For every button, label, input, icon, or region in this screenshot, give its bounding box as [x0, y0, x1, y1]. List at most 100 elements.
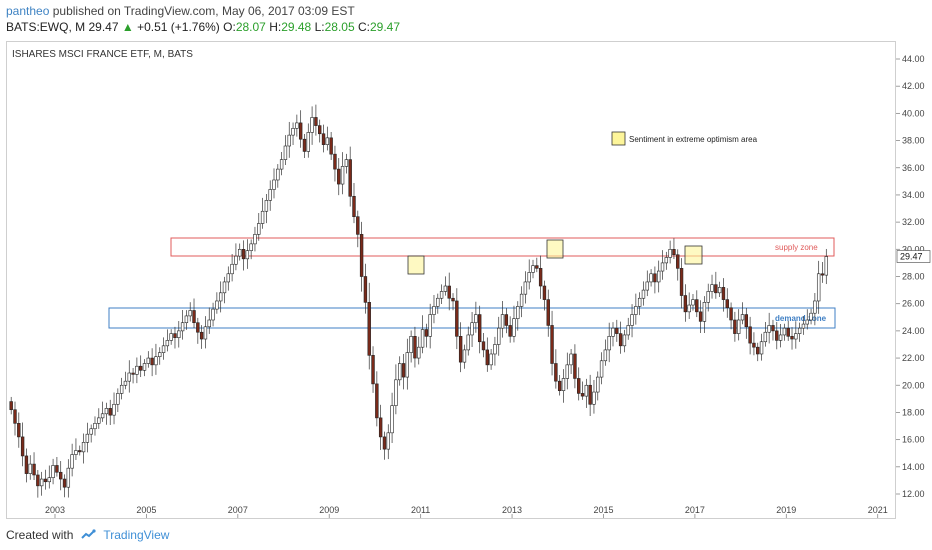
last-price-tag-label: 29.47 [900, 252, 923, 262]
candle-body [504, 314, 509, 326]
candle-body [740, 314, 745, 321]
candle-body [729, 307, 733, 321]
supply-zone-box[interactable] [170, 237, 835, 257]
candle-body [417, 346, 421, 359]
tradingview-link[interactable]: TradingView [103, 528, 170, 542]
candle-body [664, 257, 669, 264]
candle-body [443, 285, 448, 292]
candle-body [634, 306, 638, 315]
candle-body [177, 330, 181, 338]
candle-body [420, 329, 425, 348]
candle-body [230, 263, 234, 275]
candle-body [679, 268, 684, 296]
candle-body [615, 327, 619, 334]
candle-body [158, 352, 162, 358]
footer: Created with TradingView [6, 528, 169, 542]
candle-body [329, 137, 333, 155]
candle-body [344, 159, 349, 167]
y-axis: 44.00 42.00 40.00 38.00 36.00 34.00 32.00 30.00… [896, 54, 925, 499]
candle-body [584, 384, 589, 397]
candle-body [744, 314, 749, 328]
chart-title: ISHARES MSCI FRANCE ETF, M, BATS [12, 49, 193, 60]
candle-body [138, 365, 143, 371]
candle-body [386, 432, 390, 450]
candle-body [104, 408, 109, 415]
candle-body [466, 334, 470, 351]
candle-body [577, 378, 581, 394]
candle-body [165, 340, 170, 347]
y-tick-label: 44.00 [902, 54, 925, 64]
legend-label: Sentiment in extreme optimism area [629, 135, 758, 144]
y-tick-label: 24.00 [902, 326, 925, 336]
candle-body [89, 428, 93, 435]
candle-body [736, 319, 741, 334]
candle-body [477, 314, 482, 343]
x-tick-label: 2013 [502, 505, 522, 515]
candle-body [180, 322, 185, 332]
candle-body [519, 293, 524, 307]
candle-body [306, 132, 310, 152]
y-tick-label: 34.00 [902, 190, 925, 200]
candle-body [786, 327, 790, 337]
candle-body [78, 450, 82, 453]
candle-body [100, 413, 105, 419]
candle-body [333, 153, 337, 170]
chart-frame [6, 41, 896, 519]
candle-body [32, 463, 36, 476]
candle-body [207, 319, 211, 328]
candle-body [382, 436, 387, 450]
candle-body [508, 325, 512, 337]
candle-body [260, 210, 265, 224]
candle-body [695, 299, 699, 313]
candle-body [489, 353, 493, 366]
candle-body [523, 281, 528, 295]
x-tick-label: 2005 [136, 505, 156, 515]
candle-body [375, 383, 379, 419]
candle-body [813, 300, 817, 314]
candle-body [264, 200, 269, 212]
candle-body [127, 372, 131, 382]
optimism-marker[interactable] [407, 255, 425, 275]
candle-body [337, 168, 341, 185]
candle-body [131, 372, 135, 375]
candle-body [603, 349, 608, 362]
candle-body [676, 254, 680, 269]
candle-body [409, 336, 413, 353]
candle-body [702, 302, 707, 322]
published-text: published on TradingView.com, May 06, 20… [52, 4, 355, 18]
candle-body [340, 166, 345, 185]
candle-body [733, 319, 737, 334]
candle-body [763, 331, 768, 343]
y-tick-label: 36.00 [902, 163, 925, 173]
candle-body [62, 478, 67, 488]
candle-body [51, 465, 55, 478]
candle-body [561, 378, 566, 391]
candle-body [637, 297, 642, 307]
candle-body [622, 334, 627, 347]
optimism-marker[interactable] [546, 239, 564, 259]
candle-body [767, 325, 771, 333]
x-tick-label: 2019 [776, 505, 796, 515]
optimism-marker[interactable] [684, 245, 703, 265]
demand-zone-label: demand zone [775, 314, 827, 323]
candle-body [302, 138, 307, 152]
legend-swatch [611, 131, 626, 146]
candle-body [691, 299, 695, 306]
candle-body [630, 314, 634, 326]
candle-body [801, 323, 806, 329]
candle-body [527, 272, 531, 283]
tradingview-logo-icon [81, 529, 96, 539]
author-link[interactable]: pantheo [6, 4, 50, 18]
candle-body [81, 442, 86, 453]
low-value: 28.05 [324, 20, 355, 34]
candle-body [660, 262, 665, 272]
candle-body [458, 336, 463, 363]
x-axis: 2003 2005 2007 2009 2011 2013 2015 2017 2019 2021 [45, 505, 888, 518]
candle-body [146, 357, 151, 364]
candle-body [283, 145, 288, 160]
candle-body [238, 249, 242, 257]
candle-body [778, 334, 783, 341]
candle-body [173, 333, 177, 338]
candle-body [401, 363, 406, 378]
